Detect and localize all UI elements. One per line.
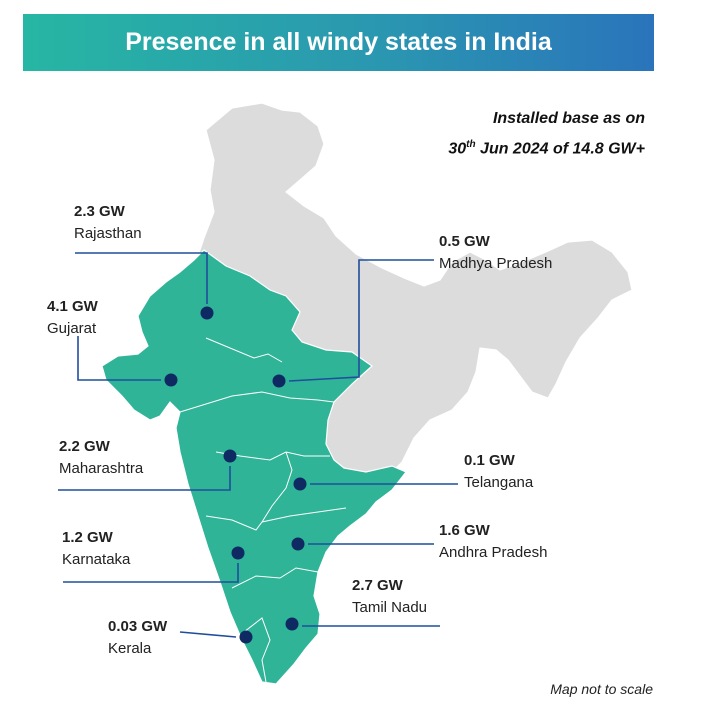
andhra-pradesh-name: Andhra Pradesh xyxy=(439,544,548,561)
rajasthan-leader-line xyxy=(75,252,208,304)
label-telangana: 0.1 GW Telangana xyxy=(464,450,533,494)
label-rajasthan: 2.3 GW Rajasthan xyxy=(74,201,142,245)
state-border xyxy=(205,337,283,363)
gujarat-name: Gujarat xyxy=(47,320,97,337)
telangana-name: Telangana xyxy=(464,474,534,491)
title-banner: Presence in all windy states in India xyxy=(23,14,654,71)
caption-line-2: 30th Jun 2024 of 14.8 GW+ xyxy=(448,139,645,158)
state-border xyxy=(179,391,335,413)
karnataka-marker xyxy=(231,546,245,560)
madhya-pradesh-name: Madhya Pradesh xyxy=(439,255,553,272)
gujarat-value: 4.1 GW xyxy=(47,298,98,315)
state-border xyxy=(261,451,293,523)
rajasthan-marker xyxy=(200,306,214,320)
label-andhra-pradesh: 1.6 GW Andhra Pradesh xyxy=(439,520,547,564)
installed-base-caption: Installed base as on 30th Jun 2024 of 14… xyxy=(448,106,645,162)
tamil-nadu-name: Tamil Nadu xyxy=(352,599,428,616)
label-kerala: 0.03 GW Kerala xyxy=(108,616,167,660)
page-title: Presence in all windy states in India xyxy=(125,28,552,56)
maharashtra-name: Maharashtra xyxy=(59,460,144,477)
telangana-value: 0.1 GW xyxy=(464,452,515,469)
madhya-pradesh-value: 0.5 GW xyxy=(439,233,490,250)
rajasthan-name: Rajasthan xyxy=(74,225,142,242)
madhya-pradesh-marker xyxy=(272,374,286,388)
state-border xyxy=(205,507,347,531)
karnataka-value: 1.2 GW xyxy=(62,529,113,546)
tamil-nadu-value: 2.7 GW xyxy=(352,577,403,594)
kerala-marker xyxy=(239,630,253,644)
caption-line-1: Installed base as on xyxy=(492,110,645,127)
kerala-value: 0.03 GW xyxy=(108,618,168,635)
madhya-pradesh-leader-line xyxy=(288,259,434,382)
maharashtra-leader-line xyxy=(58,466,231,491)
gujarat-marker xyxy=(164,373,178,387)
state-border xyxy=(243,617,271,683)
andhra-pradesh-marker xyxy=(291,537,305,551)
scale-note: Map not to scale xyxy=(550,681,653,697)
gujarat-leader-line xyxy=(77,336,161,381)
kerala-name: Kerala xyxy=(108,640,152,657)
karnataka-leader-line xyxy=(63,563,239,583)
maharashtra-marker xyxy=(223,449,237,463)
windy-states-region xyxy=(101,249,407,685)
label-maharashtra: 2.2 GW Maharashtra xyxy=(59,436,143,480)
rajasthan-value: 2.3 GW xyxy=(74,203,125,220)
andhra-pradesh-value: 1.6 GW xyxy=(439,522,490,539)
karnataka-name: Karnataka xyxy=(62,551,131,568)
tamil-nadu-marker xyxy=(285,617,299,631)
label-karnataka: 1.2 GW Karnataka xyxy=(62,527,130,571)
maharashtra-value: 2.2 GW xyxy=(59,438,110,455)
label-gujarat: 4.1 GW Gujarat xyxy=(47,296,98,340)
telangana-marker xyxy=(293,477,307,491)
label-tamil-nadu: 2.7 GW Tamil Nadu xyxy=(352,575,427,619)
kerala-leader-line xyxy=(179,631,237,638)
state-border xyxy=(231,567,319,589)
label-madhya-pradesh: 0.5 GW Madhya Pradesh xyxy=(439,231,552,275)
